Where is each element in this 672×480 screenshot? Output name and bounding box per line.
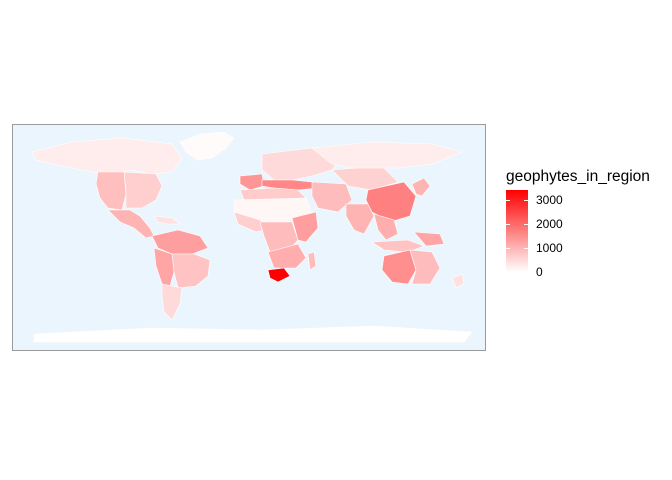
legend-tick-label: 2000 xyxy=(536,216,563,231)
region-canada-alaska xyxy=(31,137,183,175)
legend-tick-mark xyxy=(506,247,510,249)
region-greenland xyxy=(179,131,235,161)
region-brazil xyxy=(171,253,211,289)
region-indonesia xyxy=(371,239,425,253)
legend-title: geophytes_in_region xyxy=(506,168,650,185)
legend-tick-label: 0 xyxy=(536,265,543,279)
region-se-asia xyxy=(373,213,399,241)
region-new-guinea xyxy=(413,231,445,247)
legend-tick-mark xyxy=(524,199,528,201)
legend-tick-mark xyxy=(524,272,528,273)
region-chile-argentina xyxy=(161,283,183,321)
region-eastern-australia xyxy=(409,249,441,285)
world-map-panel xyxy=(12,124,486,351)
region-northern-south-america xyxy=(151,229,209,255)
region-east-africa xyxy=(291,211,319,243)
legend-tick-label: 1000 xyxy=(536,240,563,255)
region-japan-korea xyxy=(411,177,431,197)
region-siberia xyxy=(311,141,463,169)
region-madagascar xyxy=(307,251,317,271)
region-caribbean xyxy=(153,215,181,225)
legend-tick-mark xyxy=(506,272,510,273)
legend-tick-label: 3000 xyxy=(536,192,563,207)
region-southern-africa xyxy=(267,243,307,269)
region-mediterranean xyxy=(261,179,319,191)
legend-color-bar xyxy=(506,190,528,272)
legend-tick-mark xyxy=(524,247,528,249)
legend: geophytes_in_region 3000 2000 1000 0 xyxy=(506,168,666,308)
region-cape-region xyxy=(267,267,291,283)
legend-tick-mark xyxy=(524,223,528,225)
region-antarctica xyxy=(33,325,473,343)
region-usa-west xyxy=(95,171,127,211)
region-china xyxy=(365,181,417,223)
legend-tick-mark xyxy=(506,223,510,225)
region-iberia xyxy=(239,173,265,191)
region-new-zealand xyxy=(451,273,465,289)
legend-tick-mark xyxy=(506,199,510,201)
world-map xyxy=(12,124,486,351)
